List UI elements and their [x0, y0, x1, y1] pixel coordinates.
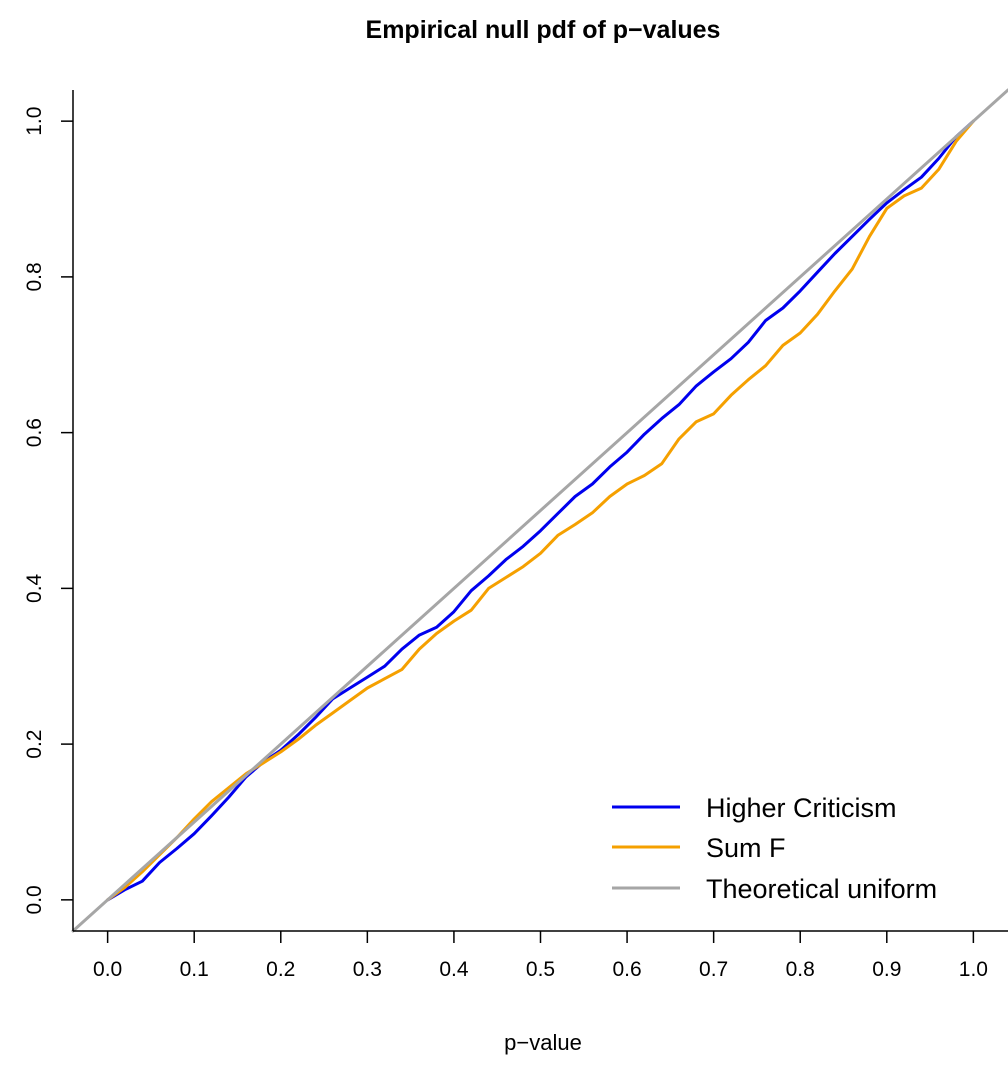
x-tick-label: 0.2	[266, 958, 295, 981]
x-tick-label: 0.6	[612, 958, 641, 981]
x-tick-label: 0.5	[526, 958, 555, 981]
x-axis-label: p−value	[504, 1030, 582, 1055]
x-tick-label: 0.1	[180, 958, 209, 981]
series-layer	[71, 88, 1008, 933]
x-tick-label: 0.8	[786, 958, 815, 981]
series-line-theoretical-uniform	[71, 88, 1008, 933]
legend-label: Theoretical uniform	[706, 874, 937, 904]
x-tick-label: 0.9	[872, 958, 901, 981]
legend: Higher Criticism Sum F Theoretical uniform	[612, 793, 937, 904]
y-tick-label: 0.0	[23, 885, 46, 914]
y-axis-ticks: 0.0 0.2 0.4 0.6 0.8 1.0	[23, 107, 73, 914]
y-tick-label: 0.4	[23, 573, 46, 603]
x-tick-label: 0.0	[93, 958, 122, 981]
x-tick-label: 0.4	[439, 958, 469, 981]
chart-title: Empirical null pdf of p−values	[366, 16, 721, 44]
x-tick-label: 0.3	[353, 958, 382, 981]
y-tick-label: 0.8	[23, 262, 46, 291]
y-tick-label: 1.0	[23, 107, 46, 136]
x-tick-label: 0.7	[699, 958, 728, 981]
x-tick-label: 1.0	[959, 958, 988, 981]
y-tick-label: 0.2	[23, 730, 46, 759]
x-axis-ticks: 0.0 0.1 0.2 0.3 0.4 0.5 0.6 0.7 0.8 0.9 1.0	[93, 931, 988, 981]
legend-label: Higher Criticism	[706, 793, 897, 823]
legend-label: Sum F	[706, 833, 786, 863]
y-tick-label: 0.6	[23, 418, 46, 447]
